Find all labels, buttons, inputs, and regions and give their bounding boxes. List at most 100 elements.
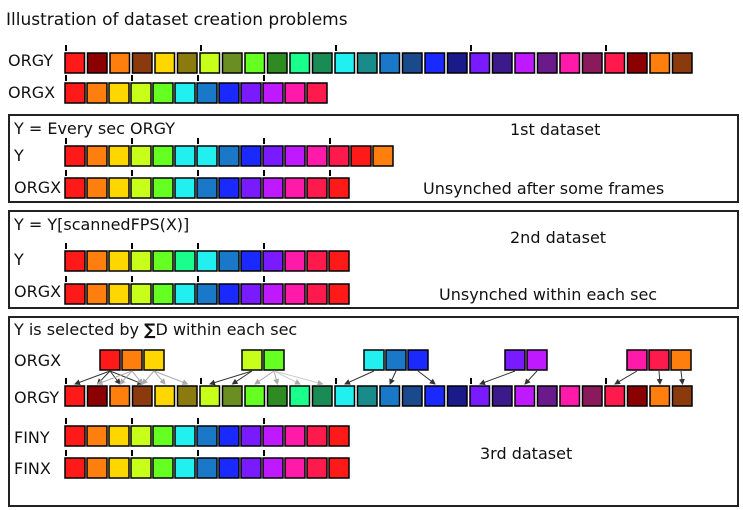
panel-3-orgx-label: ORGX xyxy=(14,351,62,370)
sync-arrow xyxy=(119,370,133,385)
finx-strip-frame xyxy=(262,457,284,479)
p3-orgy-strip-frame xyxy=(581,385,603,407)
orgy-strip-frame xyxy=(626,52,648,74)
p1-orgx-strip-frame xyxy=(64,177,86,199)
p1-y-strip-frame xyxy=(328,145,350,167)
p1-orgx-strip-frame xyxy=(130,177,152,199)
p2-y-strip-frame xyxy=(218,250,240,272)
sync-arrow xyxy=(479,370,516,386)
p3-orgy-strip-frame xyxy=(671,385,693,407)
p2-orgx-strip-frame xyxy=(108,283,130,305)
p3-orgy-strip-frame xyxy=(379,385,401,407)
sync-arrow xyxy=(678,370,685,385)
finx-strip-frame xyxy=(130,457,152,479)
p3-orgy-strip-frame xyxy=(86,385,108,407)
p3-orgx-group-frame xyxy=(241,349,263,371)
p2-y-strip-frame xyxy=(64,250,86,272)
p3-orgy-strip-frame xyxy=(244,385,266,407)
p2-orgx-strip-frame xyxy=(86,283,108,305)
p1-y-strip-frame xyxy=(284,145,306,167)
orgy-strip-frame xyxy=(199,52,221,74)
p3-orgy-strip-frame xyxy=(199,385,221,407)
p2-orgx-strip-frame xyxy=(130,283,152,305)
sync-arrow xyxy=(389,370,397,385)
orgy-strip-frame xyxy=(491,52,513,74)
finx-strip-frame xyxy=(240,457,262,479)
p1-y-strip-frame xyxy=(130,145,152,167)
sync-arrow xyxy=(417,370,436,385)
sync-arrow xyxy=(254,370,275,385)
p3-orgy-strip-frame xyxy=(424,385,446,407)
orgy-strip-frame xyxy=(379,52,401,74)
orgy-strip-frame xyxy=(311,52,333,74)
p3-orgx-group-frame xyxy=(626,349,648,371)
orgy-strip-frame xyxy=(604,52,626,74)
panel-2-heading: Y = Y[scannedFPS(X)] xyxy=(14,215,190,234)
p3-orgy-strip-frame xyxy=(536,385,558,407)
orgy-strip-frame xyxy=(154,52,176,74)
finx-strip-frame xyxy=(86,457,108,479)
p3-orgy-strip-frame xyxy=(626,385,648,407)
orgx-strip-frame xyxy=(218,82,240,104)
diagram-title: Illustration of dataset creation problem… xyxy=(6,10,348,30)
panel-1-y-label: Y xyxy=(14,146,24,165)
p3-orgx-group-frame xyxy=(526,349,548,371)
p1-y-strip-frame xyxy=(372,145,394,167)
panel-2-name: 2nd dataset xyxy=(510,228,607,247)
panel-3-heading: Y is selected by ∑D within each sec xyxy=(14,322,297,338)
p2-orgx-strip-frame xyxy=(196,283,218,305)
orgy-strip-frame xyxy=(559,52,581,74)
orgy-label: ORGY xyxy=(8,51,54,70)
p3-orgx-group-frame xyxy=(504,349,526,371)
sync-arrow xyxy=(74,370,111,386)
finx-strip-frame xyxy=(108,457,130,479)
p2-y-strip-frame xyxy=(262,250,284,272)
p1-orgx-strip-frame xyxy=(86,177,108,199)
orgy-strip-frame xyxy=(131,52,153,74)
orgy-strip-frame xyxy=(109,52,131,74)
p3-orgy-strip-frame xyxy=(109,385,131,407)
p1-y-strip-frame xyxy=(306,145,328,167)
p2-orgx-strip-frame xyxy=(262,283,284,305)
p1-y-strip-frame xyxy=(240,145,262,167)
panel-2-note: Unsynched within each sec xyxy=(439,285,658,304)
finy-strip-frame xyxy=(328,425,350,447)
p3-orgy-strip-frame xyxy=(559,385,581,407)
p3-orgy-strip-frame xyxy=(221,385,243,407)
p3-orgy-strip-frame xyxy=(356,385,378,407)
sync-arrow xyxy=(153,370,166,385)
p3-orgx-group-frame xyxy=(385,349,407,371)
orgy-strip-frame xyxy=(289,52,311,74)
finy-strip-frame xyxy=(284,425,306,447)
orgy-strip-frame xyxy=(446,52,468,74)
orgx-strip-frame xyxy=(86,82,108,104)
panel-3-heading-prefix: Y is selected by xyxy=(14,320,145,339)
panel-3-finy-label: FINY xyxy=(14,428,50,447)
p3-orgx-group-frame xyxy=(648,349,670,371)
p2-y-strip-frame xyxy=(240,250,262,272)
orgy-strip-frame xyxy=(581,52,603,74)
p3-orgy-strip-frame xyxy=(64,385,86,407)
p2-y-strip-frame xyxy=(130,250,152,272)
p1-orgx-strip-frame xyxy=(196,177,218,199)
sync-arrow xyxy=(273,370,301,385)
p3-orgx-group-frame xyxy=(263,349,285,371)
panel-3-orgy-label: ORGY xyxy=(14,388,60,407)
orgy-strip-frame xyxy=(334,52,356,74)
panel-3-finx-label: FINX xyxy=(14,459,51,478)
p1-orgx-strip-frame xyxy=(152,177,174,199)
orgy-strip-frame xyxy=(671,52,693,74)
finy-strip-frame xyxy=(306,425,328,447)
panel-2nd-dataset: Y = Y[scannedFPS(X)] 2nd dataset Y ORGX … xyxy=(8,210,739,309)
p2-orgx-strip-frame xyxy=(284,283,306,305)
p2-orgx-strip-frame xyxy=(240,283,262,305)
sync-arrow xyxy=(209,370,253,386)
finx-strip-frame xyxy=(174,457,196,479)
orgx-strip-frame xyxy=(284,82,306,104)
p3-orgx-group-frame xyxy=(143,349,165,371)
sync-arrow xyxy=(231,370,253,385)
sync-arrow xyxy=(153,370,189,385)
finx-strip-frame xyxy=(306,457,328,479)
finy-strip-frame xyxy=(86,425,108,447)
panel-2-y-label: Y xyxy=(14,250,24,269)
